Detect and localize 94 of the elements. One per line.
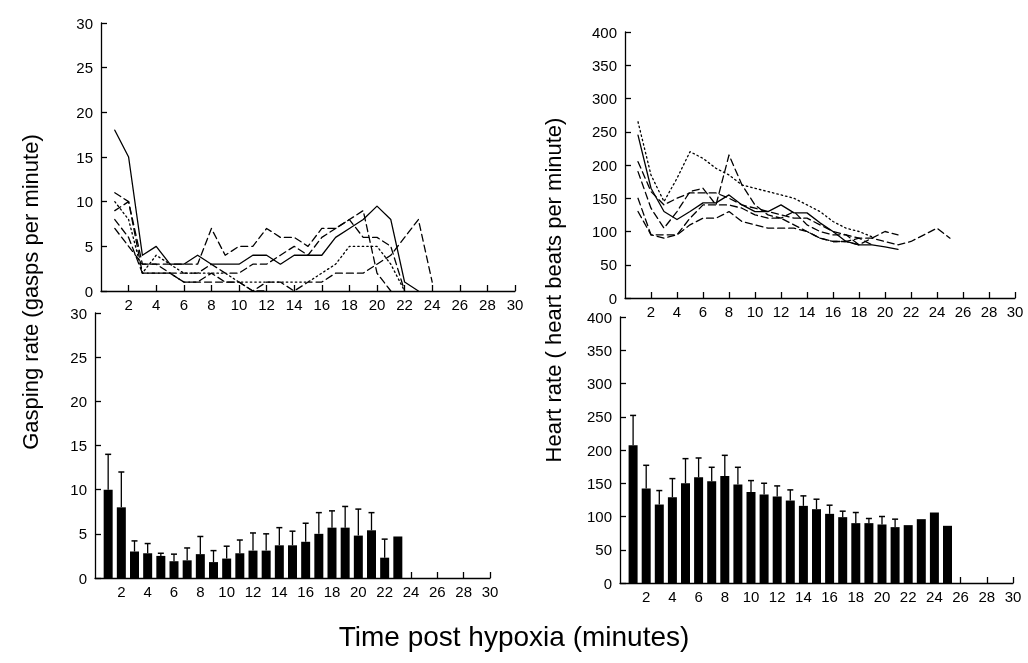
y-tick-label: 5	[84, 237, 93, 255]
y-tick-label: 10	[76, 193, 93, 211]
x-tick-label: 24	[423, 296, 441, 313]
y-tick-label: 5	[78, 525, 87, 543]
x-tick-label: 20	[873, 588, 891, 605]
x-tick-label: 12	[772, 303, 790, 320]
y-tick-label: 150	[591, 189, 617, 207]
y-tick-label: 50	[600, 256, 617, 274]
x-tick-label: 8	[207, 296, 216, 313]
x-tick-label: 12	[258, 296, 275, 313]
x-tick-label: 2	[124, 296, 133, 313]
x-tick-label: 30	[481, 583, 499, 600]
y-tick-label: 25	[76, 59, 93, 77]
y-tick-label: 200	[591, 156, 617, 174]
y-tick-label: 0	[603, 574, 612, 592]
x-tick-label: 22	[376, 583, 394, 600]
y-tick-label: 20	[76, 103, 93, 121]
x-tick-label: 4	[143, 583, 152, 600]
x-tick-label: 2	[646, 303, 656, 320]
x-tick-label: 10	[230, 296, 248, 313]
y-tick-label: 50	[595, 541, 612, 559]
x-tick-label: 8	[724, 303, 734, 320]
x-tick-label: 12	[244, 583, 262, 600]
x-tick-label: 18	[323, 583, 341, 600]
y-tick-label: 15	[76, 148, 93, 166]
x-tick-label: 6	[694, 588, 703, 605]
y-tick-label: 350	[586, 341, 612, 359]
y-tick-label: 400	[591, 23, 617, 41]
y-tick-label: 30	[76, 14, 93, 32]
y-tick-label: 250	[586, 408, 612, 426]
y-axis-title: Gasping rate (gasps per minute)	[17, 134, 43, 450]
y-tick-label: 10	[70, 481, 87, 499]
x-tick-label: 14	[798, 303, 816, 320]
x-tick-label: 4	[668, 588, 677, 605]
x-tick-label: 22	[902, 303, 920, 320]
x-tick-label: 10	[218, 583, 236, 600]
x-tick-label: 26	[952, 588, 969, 605]
x-tick-label: 8	[196, 583, 205, 600]
y-tick-label: 0	[78, 569, 87, 587]
y-tick-label: 150	[586, 474, 612, 492]
x-tick-label: 28	[455, 583, 473, 600]
y-tick-label: 300	[586, 375, 612, 392]
x-tick-label: 14	[285, 296, 303, 313]
x-tick-label: 16	[824, 303, 842, 320]
y-tick-label: 0	[608, 289, 617, 307]
x-tick-label: 18	[341, 296, 358, 313]
x-tick-label: 10	[746, 303, 764, 320]
x-tick-label: 2	[117, 583, 126, 600]
x-tick-label: 20	[368, 296, 386, 313]
x-tick-label: 24	[402, 583, 420, 600]
y-tick-label: 400	[586, 308, 612, 326]
x-tick-label: 18	[847, 588, 865, 605]
x-tick-label: 2	[642, 588, 651, 605]
x-tick-label: 26	[451, 296, 469, 313]
y-tick-label: 0	[84, 282, 93, 300]
x-tick-label: 14	[270, 583, 288, 600]
y-tick-label: 25	[70, 348, 87, 366]
x-tick-label: 18	[850, 303, 868, 320]
y-tick-label: 100	[586, 508, 612, 525]
y-tick-label: 20	[70, 392, 87, 410]
x-tick-label: 28	[479, 296, 496, 313]
x-tick-label: 16	[313, 296, 331, 313]
x-tick-label: 22	[899, 588, 917, 605]
y-tick-label: 15	[70, 437, 87, 454]
x-tick-label: 16	[297, 583, 315, 600]
x-tick-label: 20	[876, 303, 894, 320]
x-axis-title: Time post hypoxia (minutes)	[338, 620, 690, 652]
x-tick-label: 12	[768, 588, 786, 605]
y-axis-title: Heart rate ( heart beats per minute)	[540, 117, 566, 463]
x-tick-label: 30	[506, 296, 524, 313]
x-tick-label: 14	[795, 588, 812, 605]
y-tick-label: 250	[591, 123, 617, 141]
x-tick-label: 28	[980, 303, 998, 320]
x-tick-label: 8	[720, 588, 729, 605]
x-tick-label: 26	[428, 583, 446, 600]
x-tick-label: 4	[152, 296, 161, 313]
x-tick-label: 16	[821, 588, 838, 605]
x-tick-label: 26	[954, 303, 972, 320]
x-tick-label: 24	[926, 588, 943, 605]
x-tick-label: 10	[742, 588, 760, 605]
x-tick-label: 4	[672, 303, 682, 320]
x-tick-label: 28	[978, 588, 996, 605]
y-tick-label: 300	[591, 90, 617, 107]
x-tick-label: 30	[1006, 303, 1024, 320]
y-tick-label: 350	[591, 56, 617, 74]
x-tick-label: 20	[349, 583, 367, 600]
x-tick-label: 6	[698, 303, 708, 320]
x-tick-label: 6	[169, 583, 179, 600]
x-tick-label: 6	[179, 296, 188, 313]
x-tick-label: 30	[1004, 588, 1022, 605]
x-tick-label: 24	[928, 303, 946, 320]
x-tick-label: 22	[396, 296, 413, 313]
y-tick-label: 200	[586, 441, 612, 459]
y-tick-label: 100	[591, 223, 617, 240]
